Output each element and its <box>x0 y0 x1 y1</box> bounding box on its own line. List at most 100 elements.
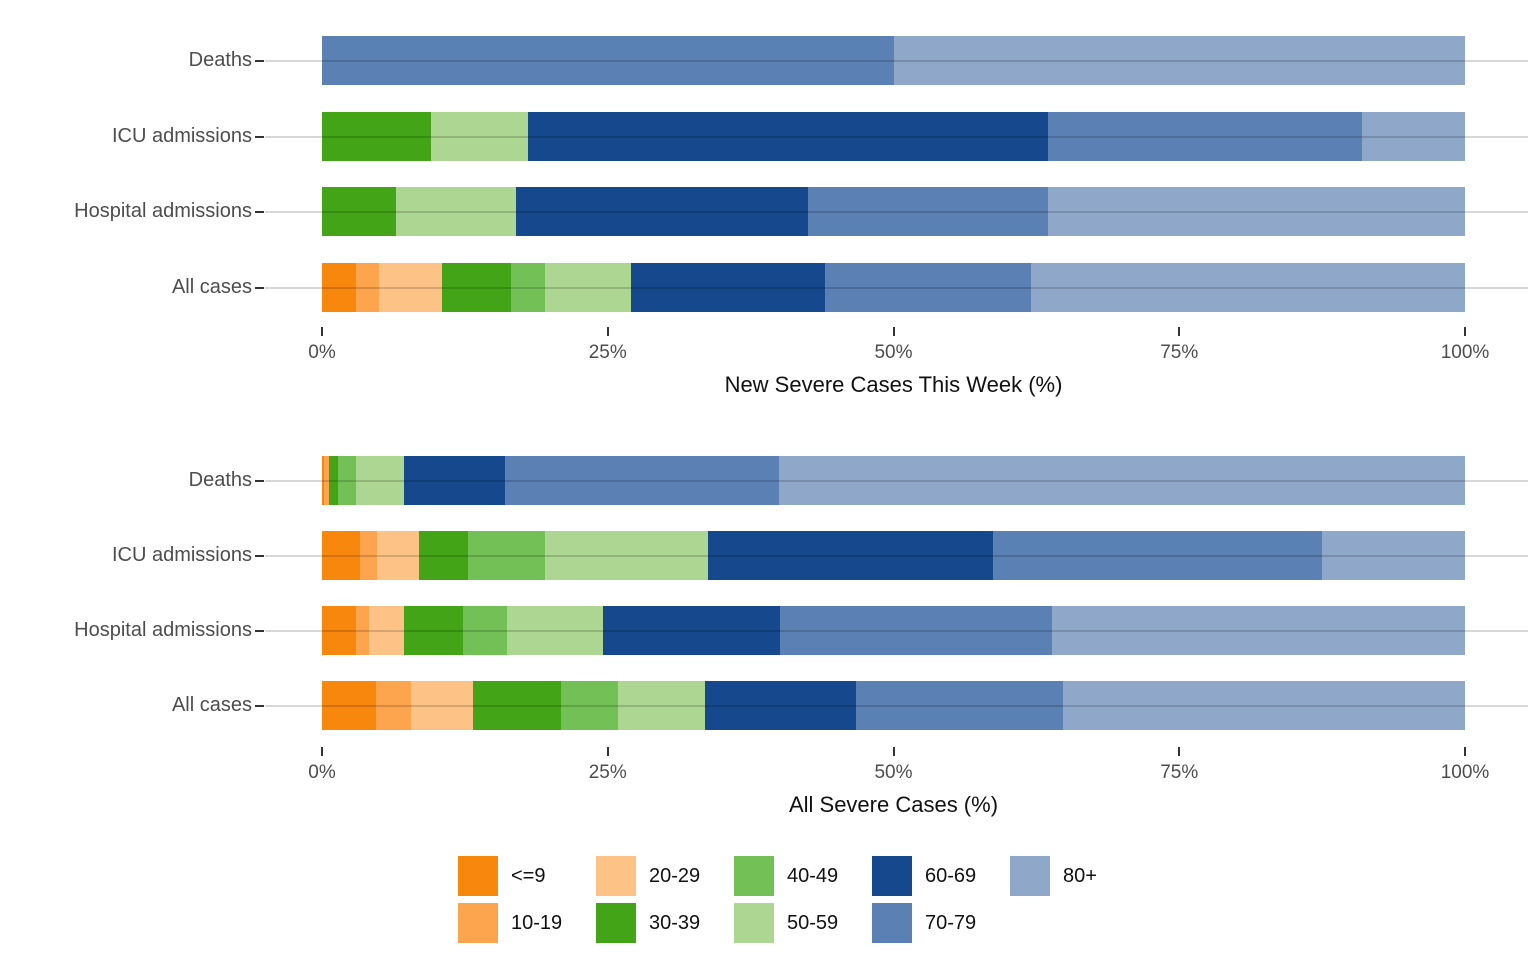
legend-label-age-10-19: 10-19 <box>511 912 563 934</box>
category-gridline <box>265 629 1528 632</box>
bar-segment-age-50-59 <box>396 187 517 236</box>
category-gridline <box>265 135 1528 138</box>
legend-label-age-50-59: 50-59 <box>787 912 839 934</box>
category-gridline <box>265 704 1528 707</box>
legend-swatch-age-80 <box>1010 856 1050 896</box>
bar-segment-age-70-79 <box>807 187 1048 236</box>
bar-segment-age-9 <box>322 606 357 655</box>
stacked-bar-icu-admissions <box>322 112 1465 161</box>
bar-segment-age-80 <box>1030 263 1465 312</box>
bar-segment-age-60-69 <box>516 187 808 236</box>
category-label-all-cases: All cases <box>171 275 252 298</box>
bar-segment-age-60-69 <box>630 263 825 312</box>
stacked-bar-all-cases <box>322 681 1465 730</box>
x-axis-tick <box>1464 327 1466 336</box>
y-axis-tick <box>255 554 264 557</box>
bar-segment-age-70-79 <box>322 36 894 85</box>
top-chart-x-axis-title: New Severe Cases This Week (%) <box>724 372 1063 397</box>
bar-segment-age-60-69 <box>527 112 1048 161</box>
bar-segment-age-70-79 <box>824 263 1031 312</box>
bar-segment-age-40-49 <box>468 531 545 580</box>
category-label-icu-admissions: ICU admissions <box>111 124 252 147</box>
x-axis-tick <box>1178 327 1181 336</box>
bar-segment-age-50-59 <box>544 263 631 312</box>
bar-segment-age-80 <box>1047 187 1465 236</box>
x-axis-tick-label: 75% <box>1160 342 1199 363</box>
x-axis-tick-label: 50% <box>874 342 913 363</box>
bar-segment-age-9 <box>322 456 325 505</box>
bar-segment-age-60-69 <box>704 681 856 730</box>
bar-segment-age-20-29 <box>368 606 405 655</box>
bar-segment-age-20-29 <box>376 531 420 580</box>
bar-segment-age-40-49 <box>337 456 357 505</box>
category-label-deaths: Deaths <box>188 468 252 491</box>
legend-swatch-age-30-39 <box>596 903 636 943</box>
bar-segment-age-60-69 <box>603 606 781 655</box>
stacked-bar-hospital-admissions <box>322 606 1465 655</box>
x-axis-tick <box>1178 747 1181 756</box>
x-axis-tick-label: 0% <box>308 762 336 783</box>
bar-segment-age-30-39 <box>419 531 469 580</box>
bar-segment-age-30-39 <box>442 263 511 312</box>
category-gridline <box>265 479 1528 482</box>
legend-swatch-age-40-49 <box>734 856 774 896</box>
bar-segment-age-60-69 <box>708 531 993 580</box>
y-axis-tick <box>255 286 264 289</box>
y-axis-tick <box>255 59 264 62</box>
x-axis-tick-label: 50% <box>874 762 913 783</box>
stacked-bar-deaths <box>322 36 1465 85</box>
bottom-chart-x-axis-title: All Severe Cases (%) <box>788 792 999 817</box>
bar-segment-age-9 <box>322 263 357 312</box>
category-label-all-cases: All cases <box>171 693 252 716</box>
x-axis-tick-label: 25% <box>588 342 627 363</box>
legend-label-age-30-39: 30-39 <box>649 912 701 934</box>
y-axis-tick <box>255 629 264 632</box>
x-axis-tick <box>321 747 323 756</box>
legend-swatch-age-9 <box>458 856 498 896</box>
category-label-hospital-admissions: Hospital admissions <box>74 618 252 641</box>
category-label-hospital-admissions: Hospital admissions <box>74 199 252 222</box>
category-label-deaths: Deaths <box>188 48 252 71</box>
bar-segment-age-80 <box>1052 606 1465 655</box>
bar-segment-age-10-19 <box>359 531 377 580</box>
x-axis-tick <box>606 327 609 336</box>
y-axis-tick <box>255 479 264 482</box>
bar-segment-age-50-59 <box>618 681 705 730</box>
stacked-bar-all-cases <box>322 263 1465 312</box>
stacked-bar-deaths <box>322 456 1465 505</box>
x-axis-tick-label: 100% <box>1440 342 1490 363</box>
bar-segment-age-10-19 <box>324 456 329 505</box>
bar-segment-age-70-79 <box>855 681 1063 730</box>
bar-segment-age-10-19 <box>375 681 412 730</box>
bar-segment-age-40-49 <box>560 681 618 730</box>
legend-label-age-60-69: 60-69 <box>925 865 977 887</box>
legend-swatch-age-20-29 <box>596 856 636 896</box>
x-axis-tick <box>892 327 895 336</box>
stacked-bar-icu-admissions <box>322 531 1465 580</box>
bar-segment-age-50-59 <box>430 112 528 161</box>
x-axis-tick <box>321 327 323 336</box>
x-axis-tick-label: 0% <box>308 342 336 363</box>
x-axis-tick-label: 25% <box>588 762 627 783</box>
y-axis-tick <box>255 704 264 707</box>
bar-segment-age-30-39 <box>404 606 463 655</box>
bar-segment-age-9 <box>322 681 376 730</box>
y-axis-tick <box>255 210 264 213</box>
bar-segment-age-30-39 <box>472 681 561 730</box>
category-label-icu-admissions: ICU admissions <box>111 543 252 566</box>
x-axis-tick-label: 100% <box>1440 762 1490 783</box>
bar-segment-age-70-79 <box>504 456 780 505</box>
bar-segment-age-50-59 <box>507 606 604 655</box>
legend-swatch-age-50-59 <box>734 903 774 943</box>
legend-label-age-40-49: 40-49 <box>787 865 839 887</box>
bar-segment-age-70-79 <box>992 531 1323 580</box>
bar-segment-age-40-49 <box>462 606 508 655</box>
bar-segment-age-40-49 <box>510 263 545 312</box>
category-gridline <box>265 210 1528 213</box>
legend-label-age-70-79: 70-79 <box>925 912 977 934</box>
legend-label-age-9: <=9 <box>511 865 546 887</box>
category-gridline <box>265 286 1528 289</box>
legend-label-age-20-29: 20-29 <box>649 865 701 887</box>
legend-label-age-80: 80+ <box>1063 865 1097 887</box>
